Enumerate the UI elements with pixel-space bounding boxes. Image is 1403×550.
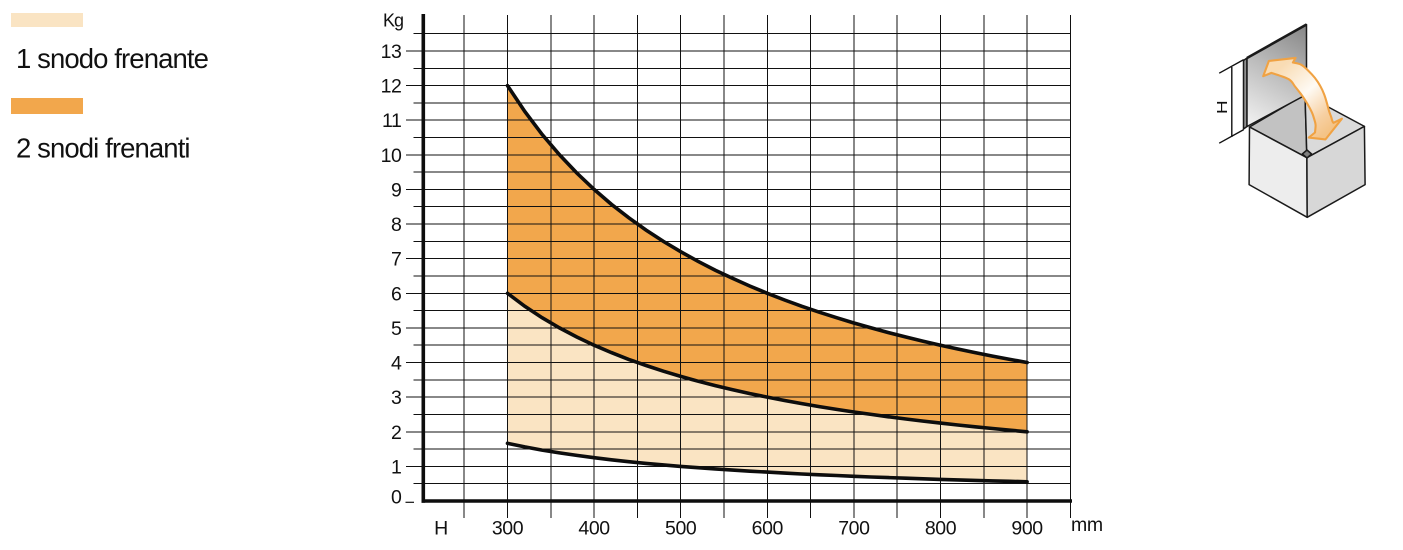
svg-text:1: 1 xyxy=(391,456,401,478)
svg-text:4: 4 xyxy=(391,353,402,375)
svg-text:3: 3 xyxy=(391,387,401,409)
svg-text:H: H xyxy=(1214,100,1230,114)
svg-text:800: 800 xyxy=(925,518,957,540)
svg-text:H: H xyxy=(434,518,448,540)
svg-text:13: 13 xyxy=(381,41,402,63)
svg-text:mm: mm xyxy=(1071,514,1103,536)
svg-text:500: 500 xyxy=(665,518,697,540)
svg-text:8: 8 xyxy=(391,214,401,236)
svg-text:12: 12 xyxy=(381,76,402,98)
svg-text:7: 7 xyxy=(391,249,401,271)
svg-text:0: 0 xyxy=(391,486,402,508)
svg-text:Kg: Kg xyxy=(383,11,403,31)
svg-text:900: 900 xyxy=(1011,518,1043,540)
svg-text:6: 6 xyxy=(391,283,401,305)
svg-text:700: 700 xyxy=(838,518,870,540)
svg-text:400: 400 xyxy=(578,518,610,540)
svg-text:9: 9 xyxy=(391,179,401,201)
svg-text:2 snodi frenanti: 2 snodi frenanti xyxy=(16,133,190,164)
svg-text:2: 2 xyxy=(391,422,401,444)
svg-text:600: 600 xyxy=(752,518,784,540)
svg-text:5: 5 xyxy=(391,318,402,340)
svg-text:10: 10 xyxy=(381,145,402,167)
svg-text:11: 11 xyxy=(382,110,401,132)
svg-text:1 snodo frenante: 1 snodo frenante xyxy=(16,43,209,74)
svg-text:300: 300 xyxy=(492,518,524,540)
